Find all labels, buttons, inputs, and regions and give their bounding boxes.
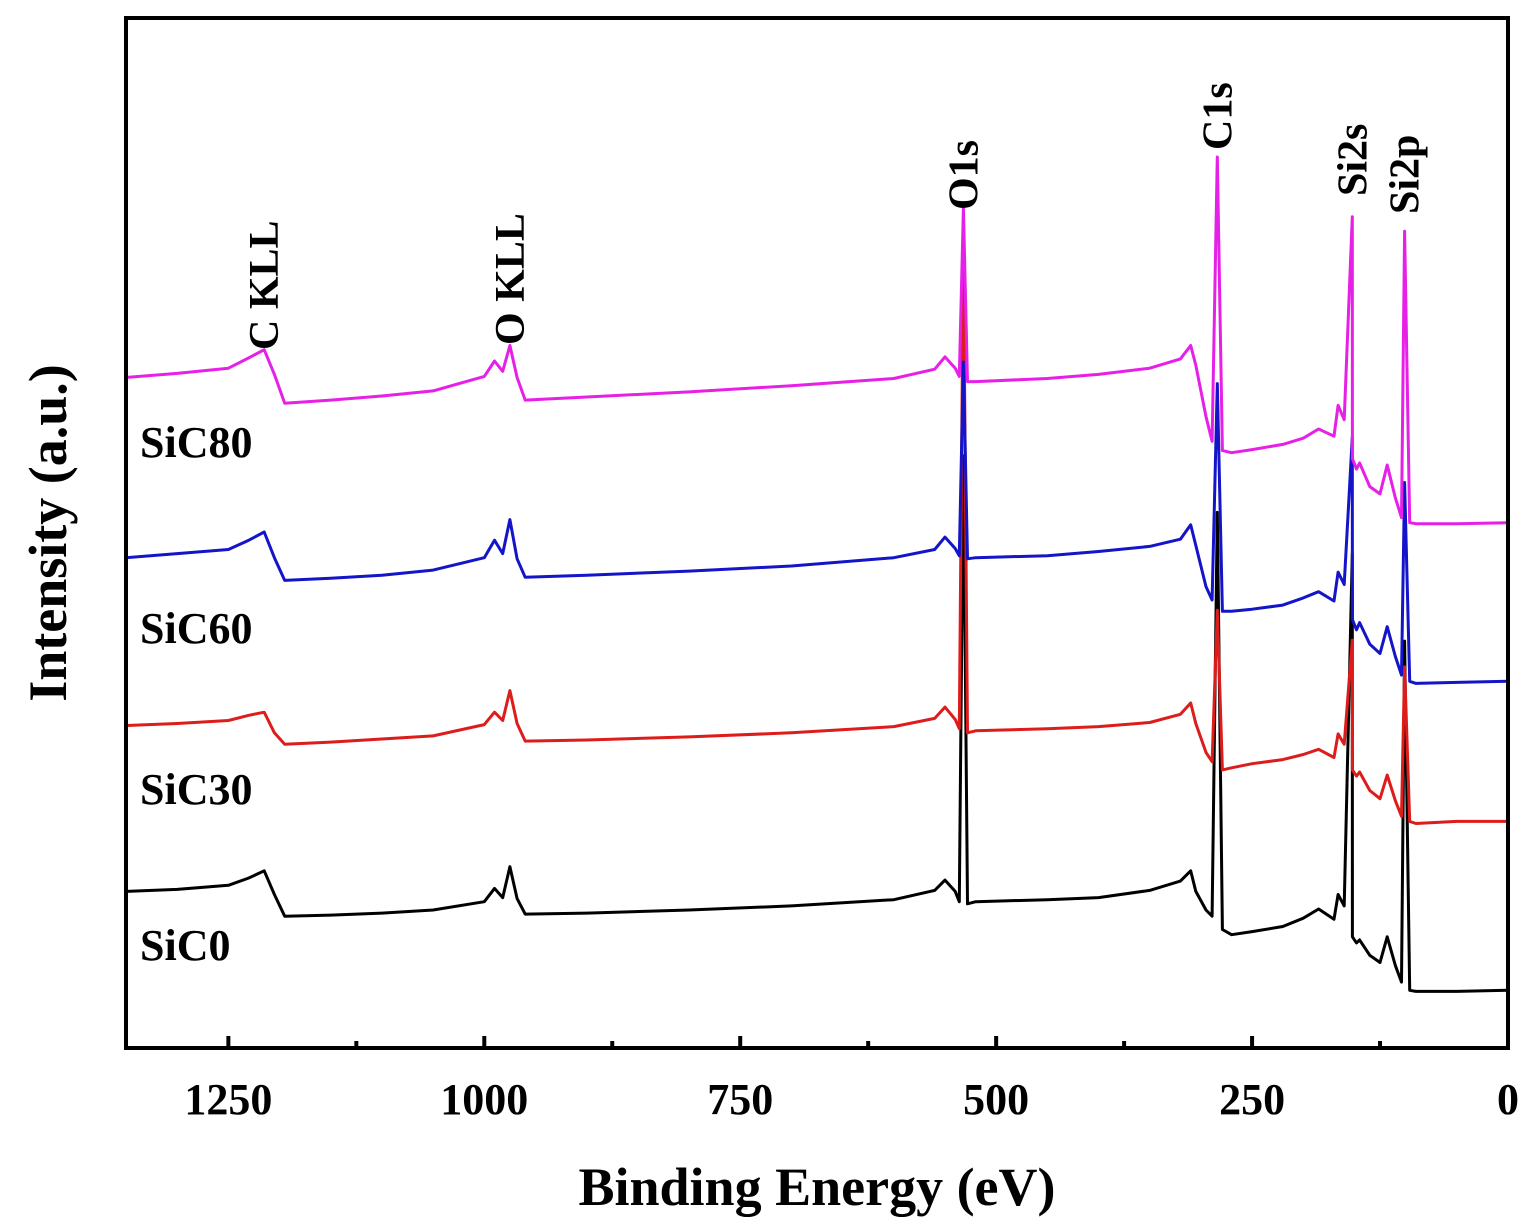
series-label-sic0: SiC0 [140, 921, 230, 970]
x-tick-label: 750 [707, 1075, 773, 1124]
peak-label-o-kll: O KLL [488, 213, 534, 345]
peak-label-o1s: O1s [941, 140, 987, 210]
series-line-sic0 [125, 454, 1509, 993]
series-label-sic60: SiC60 [140, 604, 252, 653]
series-line-sic80 [125, 155, 1509, 526]
x-axis-title: Binding Energy (eV) [578, 1157, 1055, 1217]
x-tick-label: 500 [963, 1075, 1029, 1124]
plot-area [125, 155, 1509, 993]
series-line-sic30 [125, 243, 1508, 825]
y-axis-title: Intensity (a.u.) [18, 364, 78, 702]
x-tick-label: 250 [1219, 1075, 1285, 1124]
plot-frame [124, 16, 1510, 1050]
series-line-sic60 [125, 360, 1509, 685]
x-tick-label: 0 [1497, 1075, 1519, 1124]
peak-label-c-kll: C KLL [242, 220, 288, 350]
peak-label-c1s: C1s [1195, 82, 1241, 150]
annotations: SiC0 SiC30 SiC60 SiC80 C KLL O KLL O1s C1s Si2s S… [140, 82, 1429, 970]
x-tick-label: 1250 [184, 1075, 272, 1124]
peak-label-si2p: Si2p [1383, 135, 1429, 214]
x-tick-label: 1000 [440, 1075, 528, 1124]
series-label-sic30: SiC30 [140, 765, 252, 814]
series-label-sic80: SiC80 [140, 418, 252, 467]
peak-label-si2s: Si2s [1330, 124, 1376, 196]
